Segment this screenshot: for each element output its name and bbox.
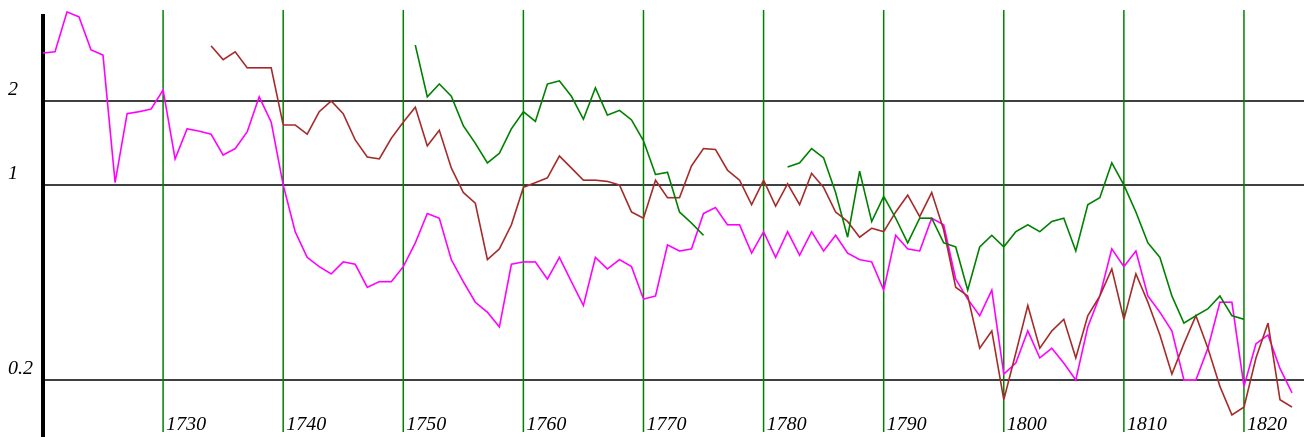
x-tick-label: 1730 bbox=[166, 413, 206, 435]
data-line bbox=[210, 45, 1293, 417]
y-tick-label: 0.2 bbox=[8, 357, 33, 379]
y-tick-label: 1 bbox=[8, 162, 18, 184]
x-tick-label: 1820 bbox=[1247, 413, 1287, 435]
x-tick-label: 1770 bbox=[646, 413, 686, 435]
x-tick-label: 1760 bbox=[526, 413, 566, 435]
x-tick-label: 1750 bbox=[406, 413, 446, 435]
x-tick-label: 1740 bbox=[286, 413, 326, 435]
x-tick-label: 1780 bbox=[767, 413, 807, 435]
data-line bbox=[414, 44, 1245, 325]
data-line bbox=[42, 10, 1293, 394]
x-tick-label: 1790 bbox=[887, 413, 927, 435]
y-tick-label: 2 bbox=[8, 78, 18, 100]
x-tick-label: 1810 bbox=[1127, 413, 1167, 435]
x-tick-label: 1800 bbox=[1007, 413, 1047, 435]
